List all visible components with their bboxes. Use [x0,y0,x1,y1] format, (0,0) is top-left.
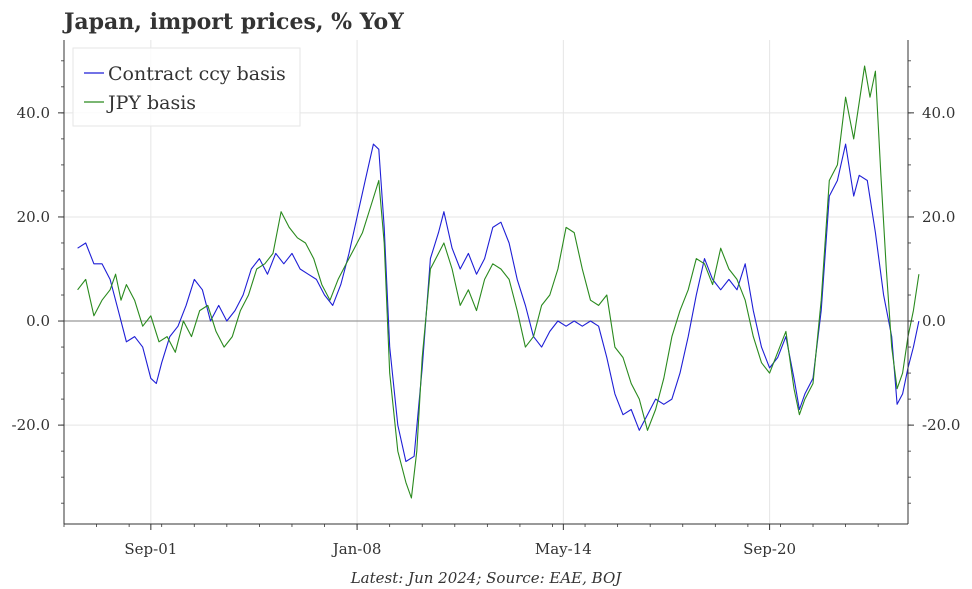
y-tick-label-left: 0.0 [26,312,50,330]
legend-label-contract-ccy: Contract ccy basis [108,63,286,85]
legend-label-jpy: JPY basis [106,92,196,114]
source-note: Latest: Jun 2024; Source: EAE, BOJ [350,569,623,587]
y-tick-label-right: 40.0 [922,104,955,122]
x-tick-label: Sep-01 [124,540,177,558]
y-tick-label-right: -20.0 [922,416,960,434]
x-tick-label: May-14 [535,540,592,558]
y-tick-label-left: 40.0 [17,104,50,122]
legend-box [72,47,301,127]
y-tick-label-right: 0.0 [922,312,946,330]
y-tick-label-right: 20.0 [922,208,955,226]
legend: Contract ccy basis JPY basis [72,47,301,127]
tick-labels: -20.0 -20.0 0.0 0.0 20.0 20.0 40.0 40.0 Sep-01 Ja… [12,104,961,558]
y-tick-label-left: 20.0 [17,208,50,226]
y-tick-label-left: -20.0 [12,416,50,434]
series-line-contract-ccy [77,143,920,463]
x-tick-label: Sep-20 [743,540,796,558]
x-tick-label: Jan-08 [331,540,382,558]
series-line-jpy [77,65,920,499]
chart-title: Japan, import prices, % YoY [62,9,404,35]
axes [58,40,914,530]
series-layer [77,65,920,499]
